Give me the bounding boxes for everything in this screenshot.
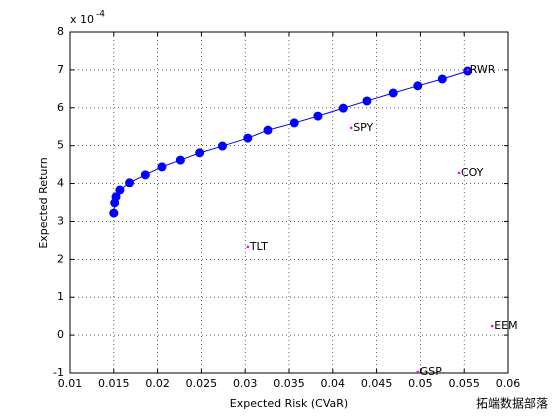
y-exponent: -4 — [96, 10, 105, 20]
y-exponent-base: x 10 — [70, 13, 94, 26]
x-tick-label: 0.02 — [145, 377, 170, 390]
y-tick-label: 7 — [57, 63, 64, 76]
y-tick-label: 1 — [57, 290, 64, 303]
x-tick-label: 0.06 — [496, 377, 521, 390]
y-tick-label: -1 — [53, 366, 64, 379]
x-axis-label: Expected Risk (CVaR) — [230, 397, 348, 410]
x-tick-label: 0.05 — [408, 377, 433, 390]
y-tick-label: 6 — [57, 101, 64, 114]
asset-point — [349, 126, 353, 130]
asset-label: COY — [461, 166, 484, 179]
frontier-marker — [313, 111, 323, 121]
frontier-marker — [125, 178, 135, 188]
asset-label: TLT — [249, 240, 268, 253]
watermark: 拓端数据部落 — [476, 396, 548, 411]
frontier-marker — [195, 148, 205, 158]
y-tick-label: 3 — [57, 214, 64, 227]
y-tick-label: 0 — [57, 328, 64, 341]
x-tick-label: 0.01 — [58, 377, 83, 390]
plot-frame — [69, 31, 509, 374]
frontier-marker — [263, 125, 273, 135]
asset-point — [466, 68, 470, 72]
x-tick-label: 0.045 — [361, 377, 393, 390]
y-tick-label: 8 — [57, 25, 64, 38]
x-tick-label: 0.04 — [321, 377, 346, 390]
x-tick-label: 0.035 — [273, 377, 305, 390]
y-axis-label: Expected Return — [37, 157, 50, 248]
asset-label: EEM — [494, 319, 517, 332]
y-tick-label: 4 — [57, 177, 64, 190]
frontier-marker — [362, 96, 372, 106]
asset-label: SPY — [353, 121, 373, 134]
frontier-marker — [289, 118, 299, 128]
asset-point — [246, 245, 250, 249]
frontier-marker — [115, 185, 125, 195]
frontier-marker — [175, 155, 185, 165]
asset-point — [490, 324, 494, 328]
frontier-marker — [109, 208, 119, 218]
y-tick-label: 2 — [57, 252, 64, 265]
frontier-marker — [413, 81, 423, 91]
asset-label: RWR — [470, 63, 496, 76]
y-tick-label: 5 — [57, 139, 64, 152]
frontier-marker — [111, 192, 121, 202]
x-tick-label: 0.015 — [98, 377, 130, 390]
frontier-marker — [217, 141, 227, 151]
asset-label: GSP — [420, 365, 443, 378]
asset-point — [416, 370, 420, 374]
x-tick-label: 0.03 — [233, 377, 258, 390]
frontier-marker — [140, 170, 150, 180]
x-tick-label: 0.055 — [448, 377, 480, 390]
frontier-marker — [157, 162, 167, 172]
frontier-marker — [338, 103, 348, 113]
frontier-marker — [437, 74, 447, 84]
x-tick-label: 0.025 — [186, 377, 218, 390]
frontier-marker — [243, 133, 253, 143]
frontier-marker — [388, 88, 398, 98]
asset-point — [457, 171, 461, 175]
